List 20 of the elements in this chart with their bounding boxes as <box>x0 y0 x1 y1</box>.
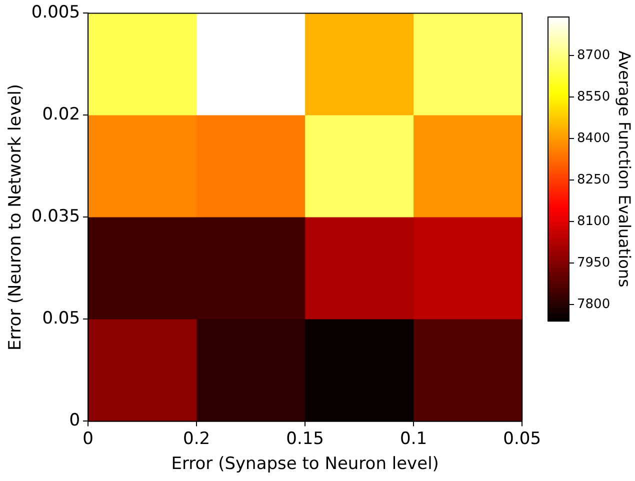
color-bar-label: 7950 <box>577 255 610 270</box>
text: 0.005 <box>31 2 80 23</box>
color-bar-label: 8250 <box>577 172 610 188</box>
text: 0.2 <box>183 428 210 449</box>
text: 0.02 <box>42 104 80 125</box>
text: 0.05 <box>503 428 542 449</box>
color-bar-label: 8400 <box>577 130 610 146</box>
text: 0 <box>69 410 80 431</box>
text: 0.1 <box>400 428 428 449</box>
color-bar-label: 8700 <box>577 48 610 64</box>
text: 0 <box>82 428 94 449</box>
text: 0.035 <box>31 206 80 227</box>
x-axis-title: Error (Synapse to Neuron level) <box>171 454 439 474</box>
color-bar-label: 7800 <box>577 296 610 312</box>
text: 0.15 <box>286 428 324 449</box>
y-axis-title: Error (Neuron to Network level) <box>6 84 26 350</box>
color-bar-title: Average Function Evaluations <box>615 50 634 288</box>
color-bar-label: 8550 <box>577 90 610 105</box>
color-bar-label: 8100 <box>577 214 610 229</box>
text: 0.05 <box>42 308 80 329</box>
